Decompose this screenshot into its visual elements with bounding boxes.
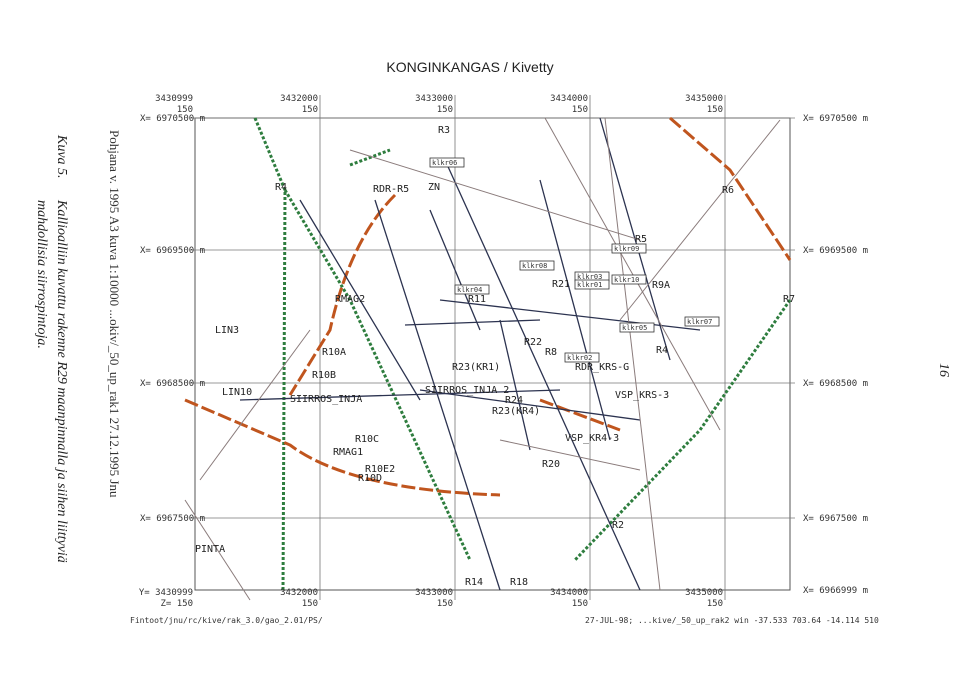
borehole-box: [611, 274, 647, 285]
feature-label: R6: [722, 185, 734, 196]
feature-label: R2: [612, 520, 624, 531]
feature-label: R7: [783, 294, 795, 305]
feature-label: R8: [545, 347, 557, 358]
feature-label: R21: [552, 279, 570, 290]
borehole-box: [611, 243, 647, 254]
right-axis-label: X= 6969500 m: [803, 246, 868, 256]
feature-label: SIIRROS_INJA: [290, 394, 362, 405]
bottom-axis-z: Z= 150: [160, 599, 193, 609]
bottom-axis-z: 150: [302, 599, 318, 609]
borehole-label: klkr02: [567, 354, 592, 362]
left-axis-label: X= 6968500 m: [140, 379, 205, 389]
borehole-label: klkr07: [687, 318, 712, 326]
map-lines: [184, 95, 795, 601]
page-number: 16: [936, 363, 951, 377]
bottom-axis-y: 3433000: [415, 588, 453, 598]
bottom-axis-y: 3432000: [280, 588, 318, 598]
borehole-label: klkr05: [622, 324, 647, 332]
right-axis-label: X= 6970500 m: [803, 114, 868, 124]
caption-label: Kuva 5.: [54, 134, 69, 179]
top-axis-z: 150: [302, 105, 318, 115]
borehole-box: [684, 316, 720, 327]
feature-label: R4: [656, 345, 668, 356]
bottom-axis-z: 150: [572, 599, 588, 609]
feature-label: R10A: [322, 347, 346, 358]
feature-label: R20: [542, 459, 560, 470]
feature-label: ZN: [428, 182, 440, 193]
top-axis-y: 3435000: [685, 94, 723, 104]
right-axis-label: X= 6966999 m: [803, 586, 868, 596]
left-axis-label: X= 6969500 m: [140, 246, 205, 256]
top-axis-y: 3433000: [415, 94, 453, 104]
top-axis-y: 3434000: [550, 94, 588, 104]
feature-label: VSP_KR4-3: [565, 433, 619, 444]
borehole-box: [519, 260, 555, 271]
footer-left: Fintoot/jnu/rc/kive/rak_3.0/gao_2.01/PS/: [130, 616, 323, 625]
borehole-box: [454, 284, 490, 295]
borehole-box: [574, 279, 610, 290]
feature-label: R4: [275, 182, 287, 193]
top-axis-y: 3432000: [280, 94, 318, 104]
feature-label: PINTA: [195, 544, 225, 555]
base-note: Pohjana v. 1995 A3 kuva 1:10000 ...okiv/…: [107, 130, 122, 498]
feature-label: RDR-R5: [373, 184, 409, 195]
feature-label: LIN3: [215, 325, 239, 336]
right-axis-label: X= 6967500 m: [803, 514, 868, 524]
bottom-axis-y: Y= 3430999: [139, 588, 193, 598]
feature-label: R10E2: [365, 464, 395, 475]
footer-right: 27-JUL-98; ...kive/_50_up_rak2 win -37.5…: [585, 616, 879, 625]
borehole-box: [564, 352, 600, 363]
right-axis-label: X= 6968500 m: [803, 379, 868, 389]
feature-label: R9A: [652, 280, 670, 291]
map-title: KONGINKANGAS / Kivetty: [386, 59, 553, 75]
borehole-box: [429, 157, 465, 168]
top-axis-y: 3430999: [155, 94, 193, 104]
caption-line: Kallioalliin kuvattu rakenne R29 maanpin…: [54, 199, 69, 563]
borehole-label: klkr10: [614, 276, 639, 284]
feature-label: LIN10: [222, 387, 252, 398]
top-axis-z: 150: [177, 105, 193, 115]
top-axis-z: 150: [437, 105, 453, 115]
feature-label: R5: [635, 234, 647, 245]
feature-label: R10C: [355, 434, 379, 445]
borehole-label: klkr04: [457, 286, 482, 294]
borehole-label: klkr01: [577, 281, 602, 289]
left-axis-label: X= 6967500 m: [140, 514, 205, 524]
feature-label: VSP_KRS-3: [615, 390, 669, 401]
bottom-axis-y: 3434000: [550, 588, 588, 598]
feature-label: R24: [505, 395, 523, 406]
top-axis-z: 150: [707, 105, 723, 115]
borehole-box: [619, 322, 655, 333]
caption-line: mahdollisia siirrospintoja.: [34, 200, 49, 349]
feature-label: R11: [468, 294, 486, 305]
bottom-axis-z: 150: [707, 599, 723, 609]
left-axis-label: X= 6970500 m: [140, 114, 205, 124]
borehole-label: klkr06: [432, 159, 457, 167]
feature-label: R3: [438, 125, 450, 136]
feature-label: R23(KR4): [492, 406, 540, 417]
top-axis-z: 150: [572, 105, 588, 115]
borehole-label: klkr03: [577, 273, 602, 281]
feature-label: SIIRROS_INJA 2: [425, 385, 509, 396]
bottom-axis-z: 150: [437, 599, 453, 609]
feature-label: R23(KR1): [452, 362, 500, 373]
feature-label: R10B: [312, 370, 336, 381]
bottom-axis-y: 3435000: [685, 588, 723, 598]
feature-label: R18: [510, 577, 528, 588]
feature-label: RMAG2: [335, 294, 365, 305]
borehole-label: klkr08: [522, 262, 547, 270]
feature-label: RMAG1: [333, 447, 363, 458]
feature-label: R10D: [358, 473, 382, 484]
borehole-label: klkr09: [614, 245, 639, 253]
feature-label: RDR_KRS-G: [575, 362, 629, 373]
feature-label: R22: [524, 337, 542, 348]
feature-label: R14: [465, 577, 483, 588]
